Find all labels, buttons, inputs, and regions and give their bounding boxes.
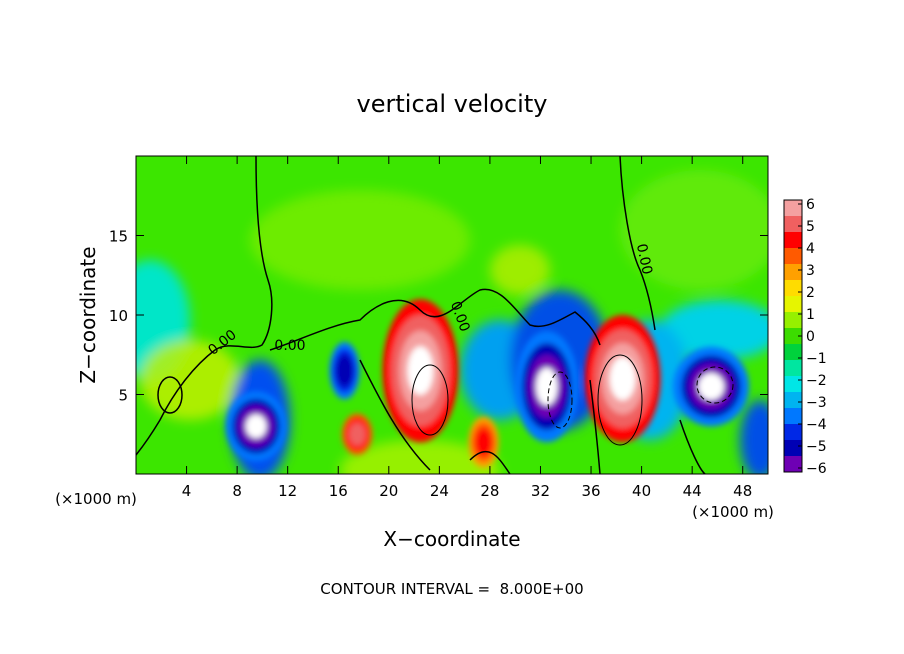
colorbar-tick-label: 4 [806,241,815,257]
y-tick-label: 5 [118,387,128,405]
x-tick-label: 12 [278,482,297,500]
colorbar-tick-label: 6 [806,197,815,213]
colorbar-swatch [784,312,802,329]
colorbar-tick-label: 1 [806,307,815,323]
colorbar-tick-label: −2 [806,373,827,389]
colorbar-tick-label: −3 [806,395,827,411]
x-tick-label: 24 [430,482,449,500]
zero-contour-left [136,156,273,456]
velocity-cell [475,427,493,457]
colorbar-swatch [784,392,802,409]
velocity-cell [609,356,636,401]
velocity-cell [245,414,267,439]
colorbar-swatch [784,296,802,313]
contour-label: 0.00 [274,338,305,354]
colorbar-swatch [784,408,802,425]
colorbar-tick-label: −5 [806,439,827,455]
inner-contour-2 [411,364,449,436]
x-tick-label: 20 [379,482,398,500]
colorbar-swatch [784,200,802,217]
inner-contour-4 [696,366,734,404]
x-ticks: 4 8 12 16 20 24 28 32 36 40 44 48 [182,156,752,500]
inner-contour-5 [157,376,183,414]
colorbar-tick-label: −6 [806,461,827,477]
y-tick-label: 15 [109,228,128,246]
colorbar-swatch [784,232,802,249]
x-axis-label: X−coordinate [383,527,520,551]
velocity-cell [348,422,366,446]
colorbar-swatch [784,248,802,265]
y-axis-label: Z−coordinate [76,246,100,383]
contour-label: 0.00 [633,242,655,276]
x-tick-label: 28 [480,482,499,500]
colorbar-swatch [784,344,802,361]
colorbar-swatch [784,328,802,345]
x-tick-label: 16 [329,482,348,500]
colorbar-swatch [784,280,802,297]
colorbar-swatch [784,440,802,457]
colorbar: 6 5 4 3 2 1 0 −1 −2 −3 −4 −5 −6 [783,197,827,477]
colorbar-swatch [784,360,802,377]
colorbar-tick-label: 0 [806,329,815,345]
zero-contour-lower [359,359,706,474]
x-tick-label: 36 [581,482,600,500]
velocity-cell [698,373,725,401]
inner-contour-1 [597,354,643,446]
contours [136,156,734,474]
velocity-cell [336,354,354,387]
colorbar-tick-label: 5 [806,219,815,235]
colorbar-swatch [784,216,802,233]
x-tick-label: 32 [531,482,550,500]
zero-contour-right [619,156,656,331]
colorbar-tick-label: −4 [806,417,827,433]
x-tick-label: 4 [182,482,192,500]
colorbar-tick-label: 3 [806,263,815,279]
x-unit-left: (×1000 m) [55,490,137,508]
x-tick-label: 8 [232,482,242,500]
x-tick-label: 48 [733,482,752,500]
x-unit-right: (×1000 m) [692,503,774,521]
x-tick-label: 44 [683,482,702,500]
colorbar-swatch [784,376,802,393]
colorbar-tick-label: 2 [806,285,815,301]
y-ticks: 5 10 15 [109,228,768,405]
plot-area: 0.00 0.00 0.00 0.00 4 8 12 16 20 24 28 32 36 40 44… [109,155,769,500]
velocity-cell [536,367,558,406]
colorbar-tick-label: −1 [806,351,827,367]
inner-contour-3 [547,371,573,429]
chart-title: vertical velocity [357,90,548,118]
x-tick-label: 40 [632,482,651,500]
colorbar-swatch [784,424,802,441]
colorbar-swatch [784,456,802,473]
colorbar-swatch [784,264,802,281]
zero-contour-mid [269,288,601,351]
contour-interval-note: CONTOUR INTERVAL = 8.000E+00 [320,580,583,598]
y-tick-label: 10 [109,307,128,325]
